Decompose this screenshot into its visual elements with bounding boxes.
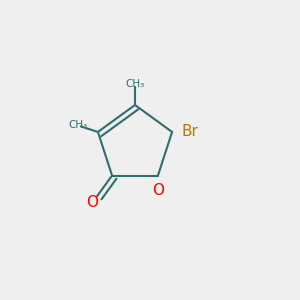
Text: O: O <box>152 183 164 198</box>
Text: Br: Br <box>181 124 198 140</box>
Text: CH₃: CH₃ <box>68 121 88 130</box>
Text: CH₃: CH₃ <box>125 79 145 89</box>
Text: O: O <box>86 196 98 211</box>
